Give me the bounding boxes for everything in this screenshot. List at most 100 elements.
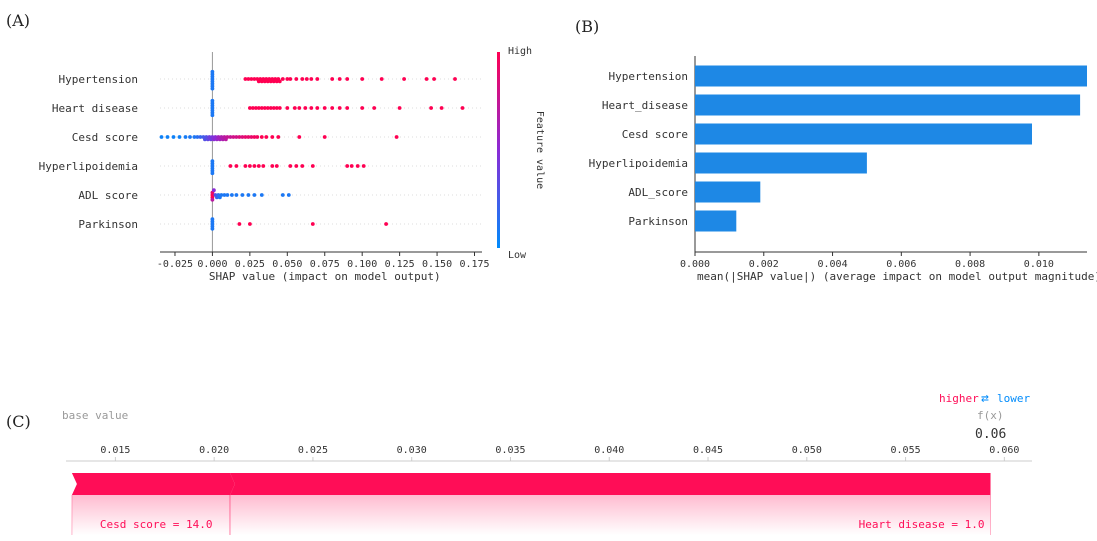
x-tick-label: 0.000 — [197, 259, 227, 270]
x-axis-title: SHAP value (impact on model output) — [209, 270, 441, 283]
shap-point — [432, 77, 436, 81]
x-tick-label: 0.015 — [100, 445, 130, 456]
shap-point — [322, 106, 327, 110]
feature-label: ADL score — [78, 189, 138, 202]
shap-point — [183, 135, 188, 139]
x-tick-label: 0.035 — [495, 445, 525, 456]
color-bar — [497, 52, 500, 248]
shap-point — [248, 106, 252, 110]
shap-point — [309, 77, 314, 81]
x-axis-title: mean(|SHAP value|) (average impact on mo… — [697, 270, 1097, 283]
shap-point — [252, 164, 257, 168]
feature-label: Hypertension — [59, 73, 138, 86]
shap-point — [225, 135, 230, 139]
color-bar-low-label: Low — [508, 250, 527, 261]
shap-point — [429, 106, 433, 110]
bar — [695, 152, 867, 174]
shap-point — [300, 164, 305, 168]
shap-point — [210, 113, 215, 118]
shap-point — [277, 79, 282, 84]
shap-point — [439, 106, 444, 110]
output-value: 0.06 — [975, 427, 1006, 442]
shap-point — [270, 164, 275, 168]
shap-point — [243, 77, 248, 81]
shap-point — [265, 106, 270, 110]
shap-point — [219, 193, 224, 197]
shap-point — [271, 106, 276, 110]
shap-point — [255, 135, 260, 139]
x-tick-label: 0.150 — [422, 259, 452, 270]
base-value-label: base value — [62, 409, 128, 422]
x-tick-label: 0.025 — [298, 445, 328, 456]
feature-label: Parkinson — [78, 218, 138, 231]
shap-point — [252, 77, 257, 81]
shap-point — [240, 135, 245, 139]
category-label: Hypertension — [609, 70, 688, 83]
x-tick-label: 0.050 — [272, 259, 302, 270]
shap-point — [361, 164, 366, 168]
shap-point — [330, 77, 335, 81]
shap-point — [315, 106, 320, 110]
shap-point — [252, 135, 257, 139]
shap-point — [288, 164, 293, 168]
shap-point — [349, 164, 354, 168]
shap-point — [192, 135, 197, 139]
shap-point — [277, 106, 282, 110]
x-tick-label: 0.008 — [955, 259, 985, 270]
shap-point — [237, 135, 242, 139]
feature-label: Heart disease — [52, 102, 138, 115]
shap-point — [379, 77, 384, 81]
force-segment-fade — [229, 495, 991, 535]
shap-point — [254, 106, 258, 110]
legend-higher: higher — [939, 392, 979, 405]
shap-point — [394, 135, 399, 139]
shap-point — [270, 135, 275, 139]
x-tick-label: 0.075 — [310, 259, 340, 270]
shap-point — [310, 164, 315, 168]
shap-point — [268, 106, 273, 110]
color-bar-title: Feature value — [534, 111, 545, 189]
shap-point — [345, 106, 350, 110]
shap-point — [337, 106, 342, 110]
shap-point — [309, 106, 314, 110]
shap-point — [246, 135, 251, 139]
shap-point — [222, 193, 227, 197]
shap-point — [228, 164, 233, 168]
shap-point — [285, 106, 290, 110]
shap-point — [240, 193, 245, 197]
shap-point — [251, 106, 255, 110]
shap-point — [453, 77, 457, 81]
shap-point — [355, 164, 360, 168]
shap-point — [297, 106, 302, 110]
x-tick-label: 0.010 — [1024, 259, 1054, 270]
output-label: f(x) — [977, 409, 1004, 422]
shap-point — [243, 135, 248, 139]
shap-point — [294, 77, 299, 81]
x-tick-label: 0.060 — [989, 445, 1019, 456]
shap-point — [228, 135, 233, 139]
shap-point — [345, 164, 350, 168]
shap-point — [402, 77, 406, 81]
shap-point — [424, 77, 429, 81]
x-tick-label: 0.050 — [792, 445, 822, 456]
shap-point — [384, 222, 388, 226]
shap-point — [262, 106, 267, 110]
shap-point — [210, 86, 215, 91]
x-tick-label: 0.000 — [680, 259, 710, 270]
bar — [695, 123, 1032, 145]
x-tick-label: 0.025 — [235, 259, 265, 270]
shap-point — [230, 193, 234, 197]
shap-point — [195, 135, 200, 139]
shap-point — [259, 135, 264, 139]
bar — [695, 210, 737, 232]
shap-point — [261, 164, 266, 168]
panel-b-label: (B) — [575, 17, 599, 36]
panel-a-label: (A) — [6, 11, 30, 30]
bar — [695, 94, 1081, 116]
color-bar-high-label: High — [508, 46, 532, 57]
legend-arrow: ⇄ — [981, 391, 989, 406]
shap-point — [246, 193, 251, 197]
shap-point — [280, 77, 285, 81]
x-tick-label: 0.055 — [891, 445, 921, 456]
x-tick-label: 0.006 — [886, 259, 916, 270]
